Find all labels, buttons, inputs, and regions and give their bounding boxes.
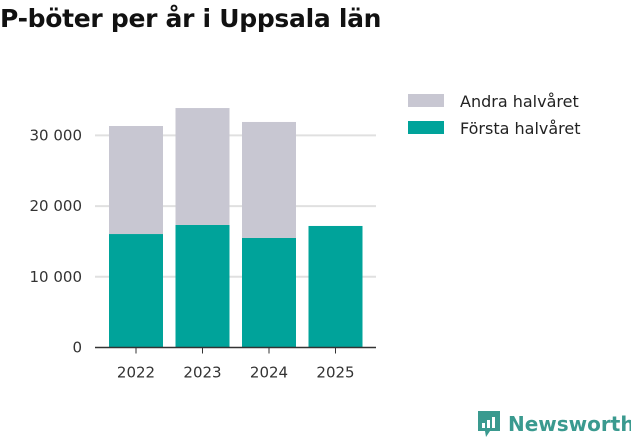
bar-andra-halvåret-2024 bbox=[242, 121, 296, 238]
brand-name: Newsworthy bbox=[508, 412, 631, 436]
newsworthy-logo: Newsworthy bbox=[476, 409, 631, 439]
y-tick-label: 20 000 bbox=[30, 197, 83, 215]
y-tick-label: 0 bbox=[72, 339, 82, 357]
chart-title: P-böter per år i Uppsala län bbox=[0, 4, 382, 33]
legend-swatch bbox=[408, 94, 444, 107]
legend-swatch bbox=[408, 121, 444, 134]
x-tick-label: 2025 bbox=[316, 364, 354, 382]
legend-label: Första halvåret bbox=[460, 119, 581, 138]
bar-första-halvåret-2022 bbox=[109, 234, 163, 348]
x-tick-label: 2024 bbox=[250, 364, 288, 382]
bar-andra-halvåret-2023 bbox=[175, 108, 230, 225]
x-tick-label: 2023 bbox=[183, 364, 221, 382]
x-tick-label: 2022 bbox=[117, 364, 155, 382]
legend-label: Andra halvåret bbox=[460, 92, 579, 111]
y-tick-label: 30 000 bbox=[30, 126, 83, 144]
newsworthy-logo-icon bbox=[478, 411, 500, 437]
y-tick-label: 10 000 bbox=[30, 268, 83, 286]
bar-andra-halvåret-2022 bbox=[109, 125, 163, 235]
bar-första-halvåret-2025 bbox=[308, 225, 363, 348]
bar-första-halvåret-2023 bbox=[175, 224, 230, 348]
bar-första-halvåret-2024 bbox=[242, 237, 296, 348]
